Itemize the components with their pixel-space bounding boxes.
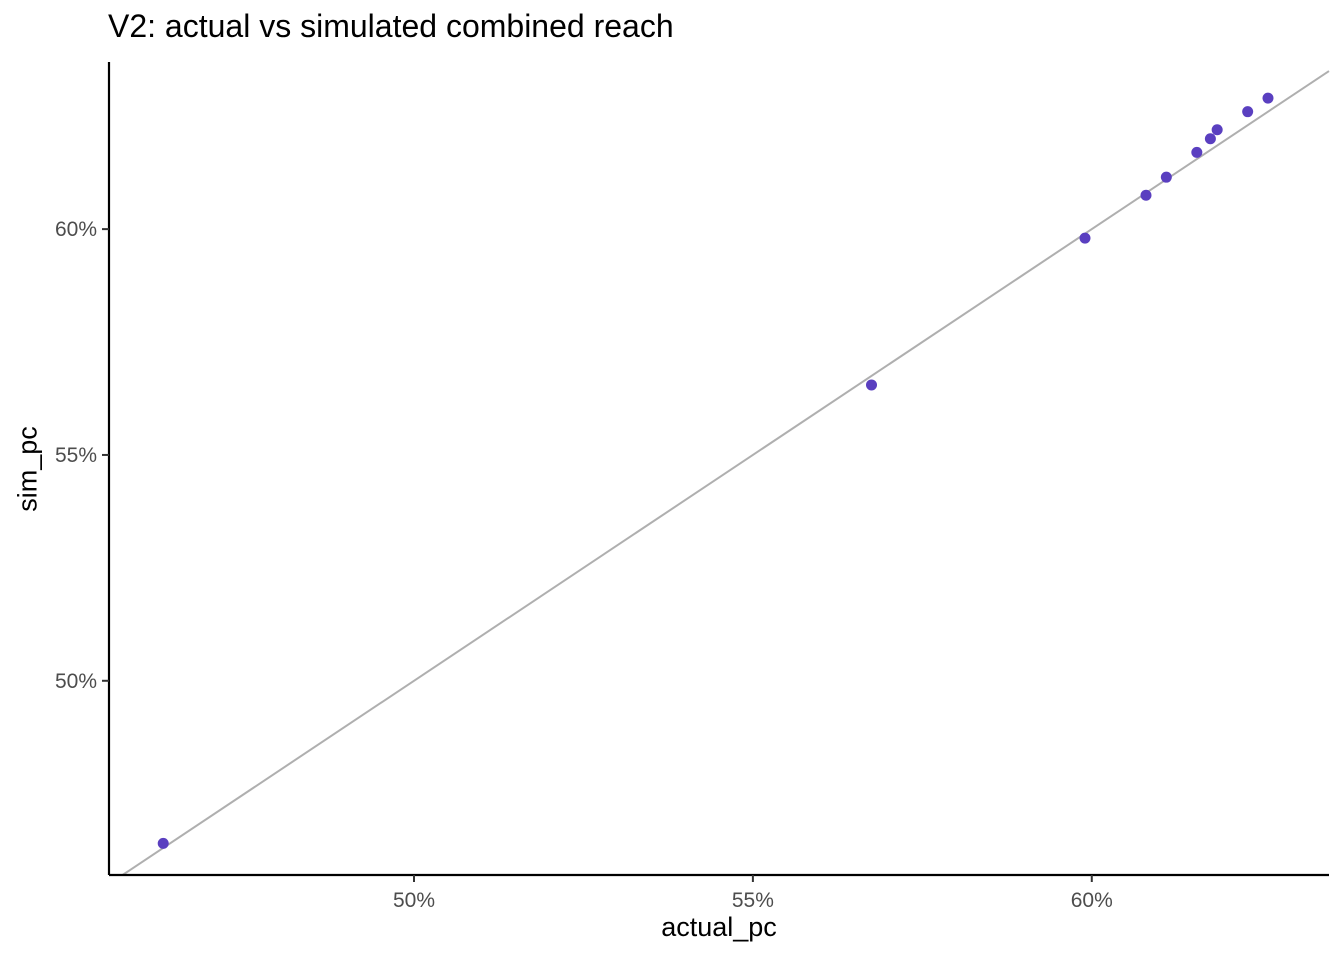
data-point-2: [866, 379, 877, 391]
data-points: [157, 92, 1274, 849]
y-tick-label: 55%: [55, 444, 97, 467]
data-point-9: [1242, 106, 1254, 118]
x-tick-label: 50%: [393, 889, 435, 912]
data-point-1: [157, 837, 169, 849]
y-axis-ticks: 50% 55% 60%: [55, 218, 109, 693]
data-point-5: [1160, 171, 1172, 183]
chart-title: V2: actual vs simulated combined reach: [108, 8, 674, 44]
data-point-7: [1204, 133, 1216, 145]
y-tick-label: 60%: [55, 218, 97, 241]
x-axis-label: actual_pc: [661, 912, 777, 942]
data-point-3: [1079, 232, 1091, 244]
data-point-10: [1262, 92, 1274, 104]
data-point-6: [1191, 146, 1203, 158]
x-tick-label: 60%: [1071, 889, 1113, 912]
x-axis-ticks: 50% 55% 60%: [393, 875, 1113, 912]
y-tick-label: 50%: [55, 670, 97, 693]
reference-line: [122, 70, 1330, 876]
x-tick-label: 55%: [732, 889, 774, 912]
data-point-8: [1211, 124, 1223, 136]
data-point-4: [1140, 189, 1152, 201]
y-axis-label: sim_pc: [12, 426, 43, 512]
